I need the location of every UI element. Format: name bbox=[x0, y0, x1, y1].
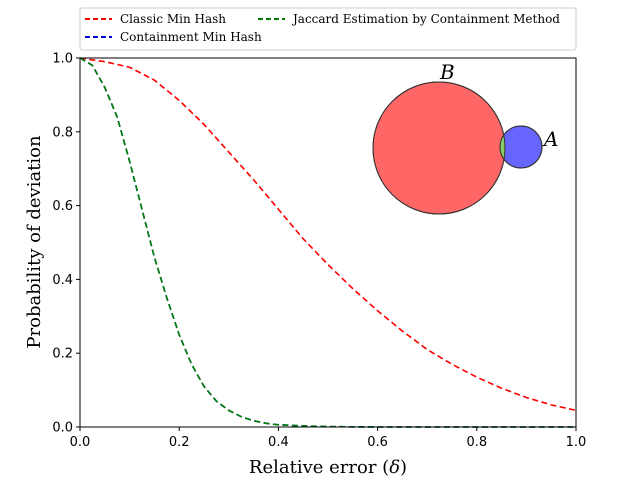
y-tick-label-0: 0.0 bbox=[52, 421, 73, 436]
series-line-2 bbox=[79, 57, 576, 428]
y-tick-label-3: 0.6 bbox=[52, 199, 73, 214]
x-tick-label-2: 0.4 bbox=[268, 435, 289, 450]
x-axis-ticks: 0.0 0.2 0.4 0.6 0.8 1.0 bbox=[70, 427, 587, 450]
series-layer bbox=[79, 57, 577, 428]
legend-box bbox=[79, 7, 577, 51]
x-tick-label-3: 0.6 bbox=[367, 435, 388, 450]
venn-label-small: A bbox=[542, 127, 558, 151]
x-tick-label-5: 1.0 bbox=[566, 435, 587, 450]
x-tick-label-0: 0.0 bbox=[70, 435, 91, 450]
y-tick-label-1: 0.2 bbox=[52, 347, 73, 362]
x-tick-label-1: 0.2 bbox=[169, 435, 190, 450]
y-tick-label-2: 0.4 bbox=[52, 273, 73, 288]
venn-set-large bbox=[372, 81, 506, 215]
plot-frame bbox=[79, 57, 577, 428]
venn-large-outline bbox=[372, 81, 506, 215]
y-axis-ticks: 0.0 0.2 0.4 0.6 0.8 1.0 bbox=[52, 52, 80, 436]
venn-small-outline bbox=[499, 125, 543, 169]
x-axis-title-symbol: δ bbox=[389, 457, 400, 478]
y-tick-label-5: 1.0 bbox=[52, 52, 73, 67]
venn-label-large: B bbox=[439, 60, 455, 84]
legend: Classic Min Hash Containment Min Hash Ja… bbox=[79, 7, 577, 51]
y-axis-title: Probability of deviation bbox=[24, 135, 45, 349]
x-axis-title: Relative error (δ) bbox=[249, 457, 407, 478]
legend-label-classic: Classic Min Hash bbox=[120, 12, 226, 26]
venn-inset: B A bbox=[372, 60, 558, 215]
legend-label-jaccard: Jaccard Estimation by Containment Method bbox=[291, 12, 560, 26]
legend-label-containment: Containment Min Hash bbox=[120, 30, 262, 44]
plot-area bbox=[80, 58, 576, 427]
series-line-0 bbox=[79, 57, 577, 412]
x-tick-label-4: 0.8 bbox=[466, 435, 487, 450]
x-axis-title-main: Relative error ( bbox=[249, 457, 389, 478]
x-axis-title-close: ) bbox=[400, 457, 407, 478]
y-tick-label-4: 0.8 bbox=[52, 125, 73, 140]
